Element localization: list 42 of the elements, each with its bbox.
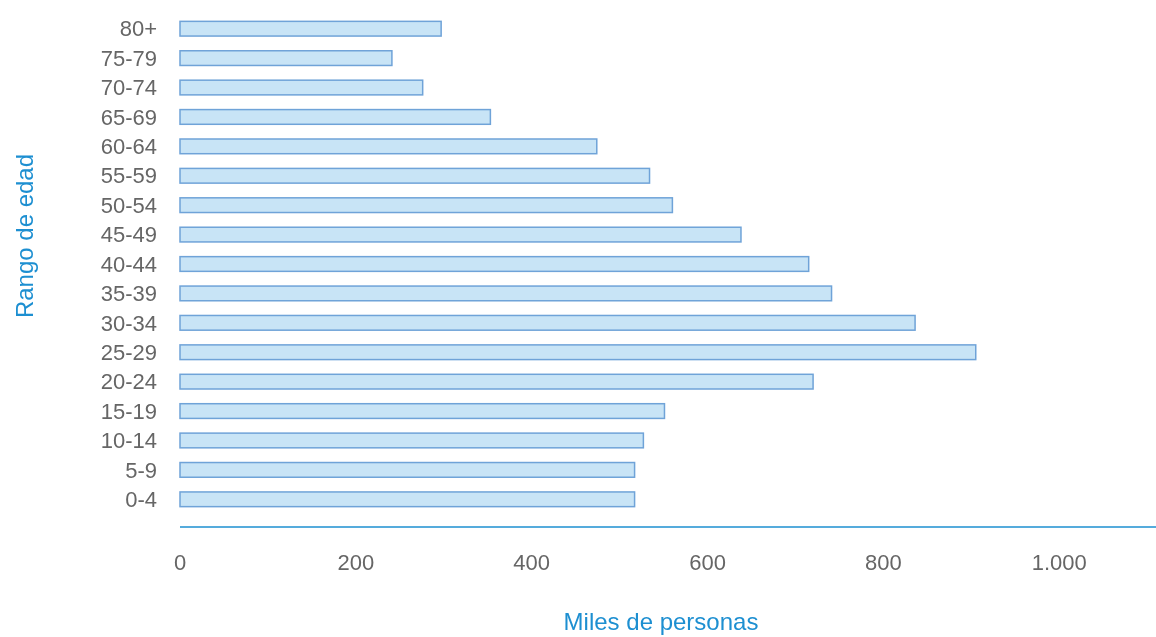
bar — [179, 402, 666, 420]
x-tick-label: 1.000 — [1031, 550, 1087, 575]
y-tick-label: 55-59 — [100, 163, 157, 189]
x-tick-label: 800 — [865, 550, 902, 575]
x-tick-label: 200 — [337, 550, 375, 575]
y-tick-label: 75-79 — [100, 45, 157, 71]
y-tick-label: 45-49 — [100, 222, 157, 248]
y-tick-label: 60-64 — [100, 134, 157, 160]
y-tick-label: 30-34 — [100, 310, 157, 336]
y-tick-label: 35-39 — [100, 281, 157, 307]
bar — [179, 285, 833, 302]
x-tick-label: 400 — [513, 550, 551, 575]
bar — [179, 20, 442, 37]
bar — [179, 167, 651, 184]
x-tick-label: 600 — [689, 550, 726, 575]
bar — [179, 108, 492, 126]
y-tick-label: 15-19 — [100, 398, 157, 424]
y-tick-label: 20-24 — [100, 369, 157, 395]
bar — [179, 373, 814, 390]
bar — [179, 138, 598, 155]
y-tick-label: 25-29 — [100, 339, 157, 365]
y-tick-label: 40-44 — [100, 251, 157, 277]
bar — [179, 50, 393, 67]
bar — [179, 491, 636, 508]
bar — [179, 79, 424, 96]
y-axis-title: Rango de edad — [11, 153, 38, 319]
bar — [179, 255, 810, 273]
bar — [179, 226, 742, 243]
y-tick-label: 50-54 — [100, 192, 157, 218]
y-tick-label: 70-74 — [100, 75, 157, 101]
y-tick-label: 0-4 — [125, 486, 157, 512]
y-tick-label: 10-14 — [100, 428, 157, 454]
y-tick-label: 5-9 — [125, 457, 157, 483]
x-axis-title: Miles de personas — [563, 608, 759, 635]
bar — [179, 432, 645, 449]
bar — [179, 197, 674, 214]
bar — [179, 461, 636, 478]
bar — [179, 314, 916, 331]
y-tick-label: 80+ — [119, 16, 157, 42]
y-tick-label: 65-69 — [100, 104, 157, 130]
bar — [179, 344, 977, 361]
x-tick-label: 0 — [173, 550, 187, 575]
